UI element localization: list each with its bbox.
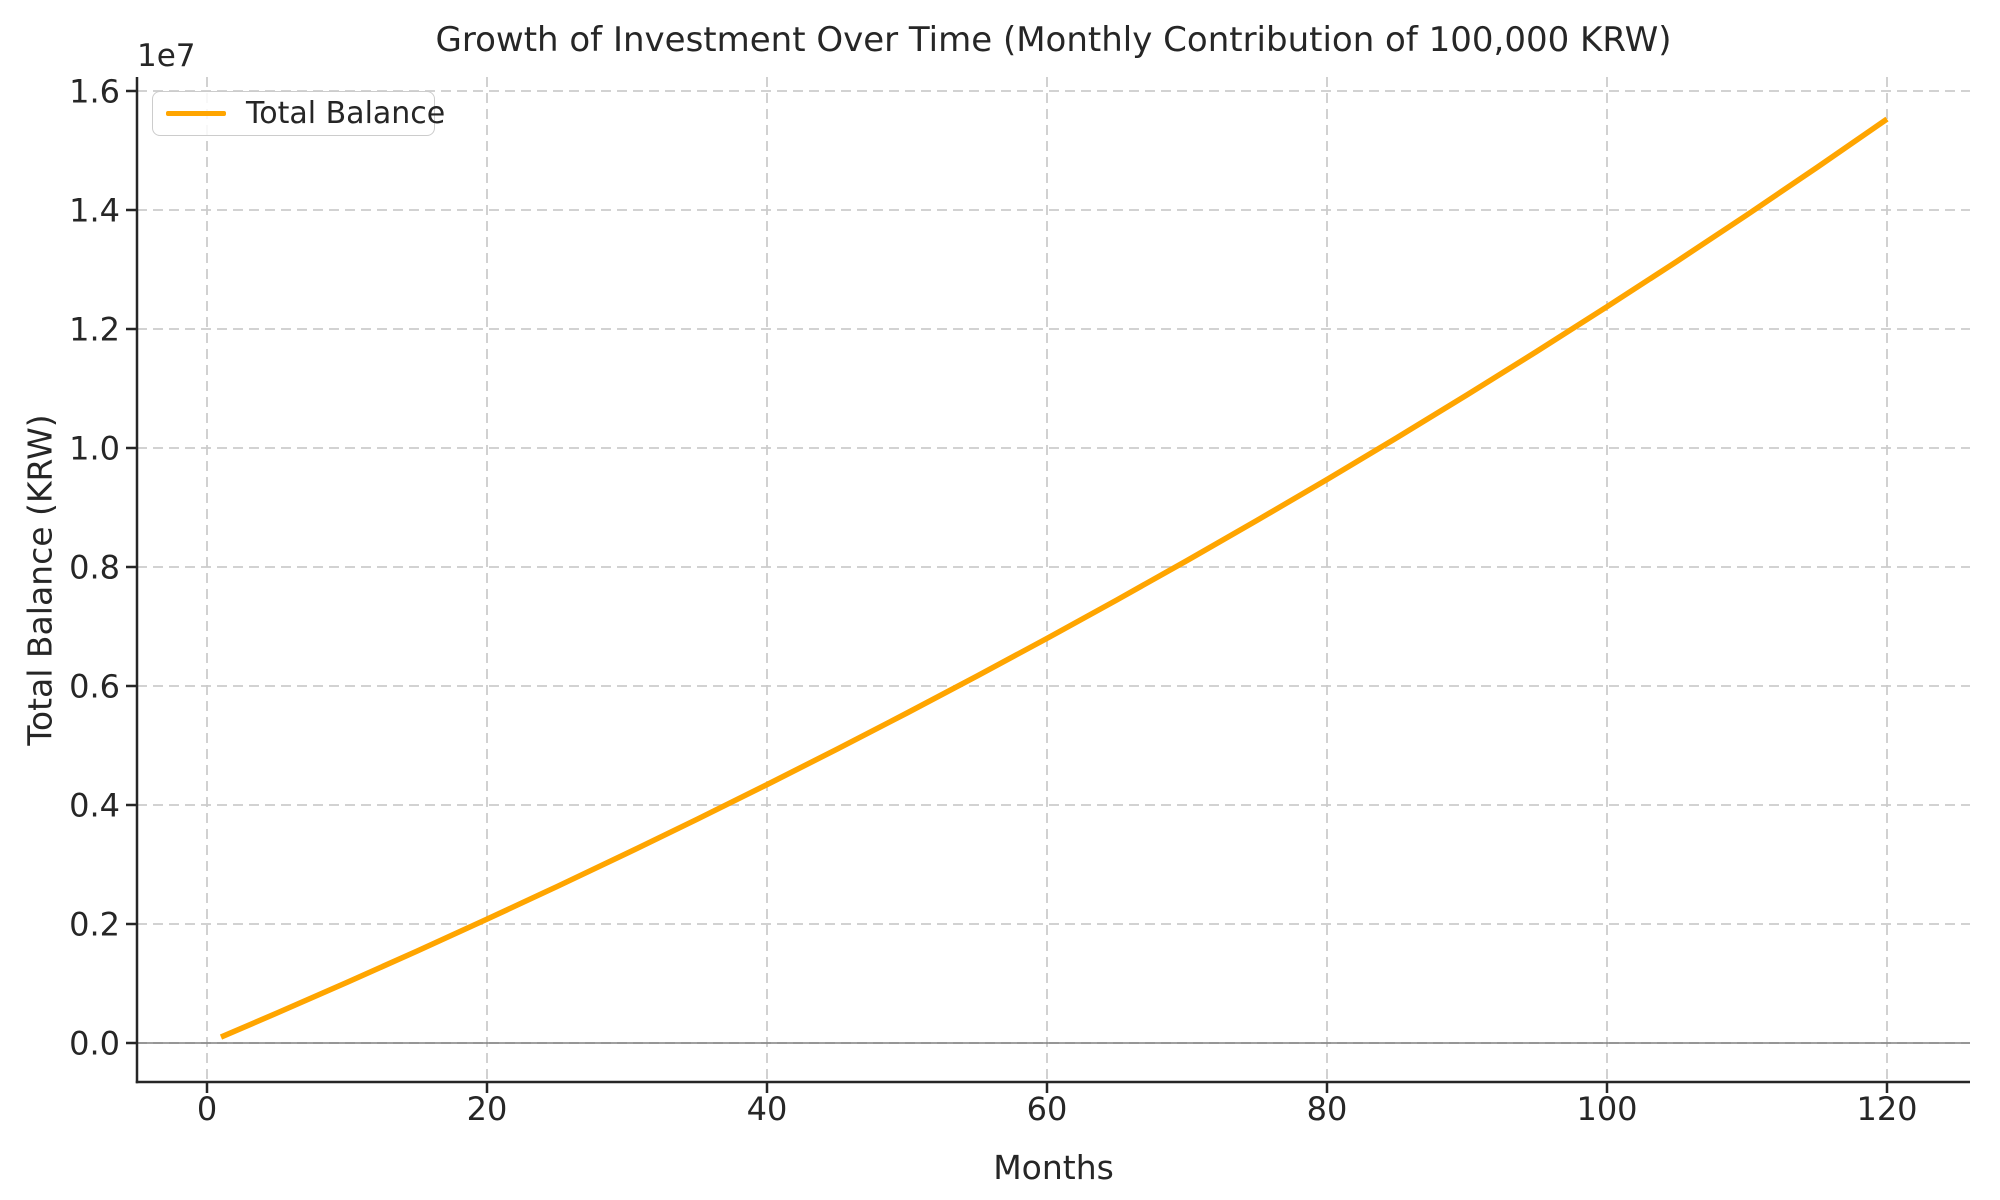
legend: Total Balance	[152, 91, 445, 136]
series-line-total-balance	[219, 116, 1889, 1040]
x-tick-label-60: 60	[1027, 1090, 1068, 1128]
y-tick-label-1.2: 1.2	[69, 311, 120, 349]
x-tick-label-100: 100	[1576, 1090, 1637, 1128]
x-tick-label-0: 0	[197, 1090, 217, 1128]
x-tick-label-80: 80	[1307, 1090, 1348, 1128]
y-tick-label-0.0: 0.0	[69, 1025, 120, 1063]
y-tick-label-0.6: 0.6	[69, 668, 120, 706]
x-tick-label-20: 20	[467, 1090, 508, 1128]
y-tick-label-0.8: 0.8	[69, 549, 120, 587]
y-tick-label-0.4: 0.4	[69, 787, 120, 825]
x-tick-label-120: 120	[1856, 1090, 1917, 1128]
y-tick-label-1.4: 1.4	[69, 192, 120, 230]
legend-line-sample	[166, 110, 226, 117]
legend-label: Total Balance	[246, 96, 446, 131]
y-tick-label-0.2: 0.2	[69, 906, 120, 944]
y-tick-label-1.0: 1.0	[69, 430, 120, 468]
y-axis-offset-text: 1e7	[137, 38, 196, 74]
y-axis-label: Total Balance (KRW)	[20, 414, 60, 746]
x-axis-label: Months	[993, 1148, 1114, 1187]
x-tick-label-40: 40	[747, 1090, 788, 1128]
chart-title: Growth of Investment Over Time (Monthly …	[435, 20, 1672, 60]
y-tick-label-1.6: 1.6	[69, 73, 120, 111]
